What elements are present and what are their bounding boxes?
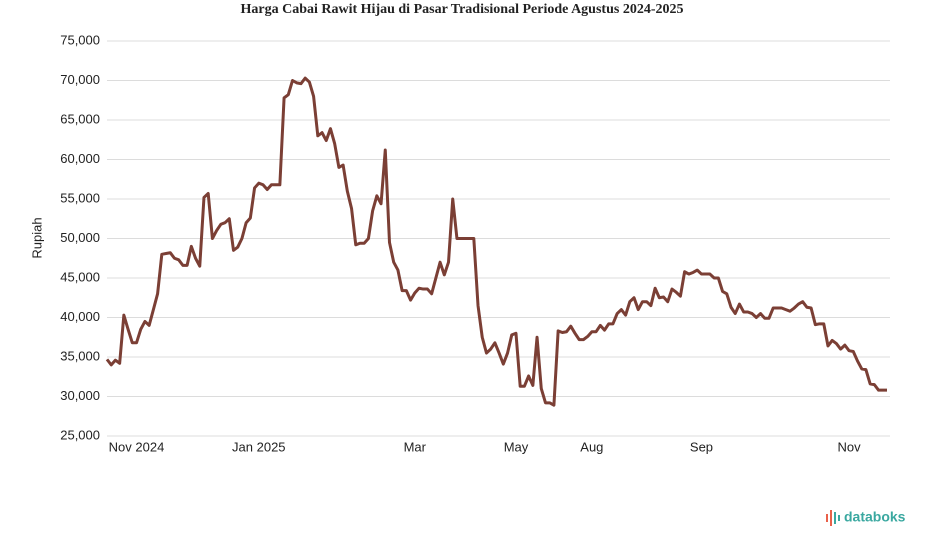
brand: databoks — [844, 509, 906, 525]
x-tick-label: Nov — [837, 439, 861, 454]
y-axis-label: Rupiah — [29, 217, 44, 258]
y-tick-label: 65,000 — [60, 111, 100, 126]
y-tick-label: 55,000 — [60, 190, 100, 205]
x-tick-label: Nov 2024 — [109, 439, 165, 454]
brand-logo — [826, 510, 840, 526]
y-tick-label: 45,000 — [60, 269, 100, 284]
y-tick-label: 60,000 — [60, 151, 100, 166]
y-tick-label: 70,000 — [60, 72, 100, 87]
logo-bar — [834, 512, 836, 524]
y-tick-label: 25,000 — [60, 427, 100, 442]
y-tick-label: 30,000 — [60, 388, 100, 403]
chart-title: Harga Cabai Rawit Hijau di Pasar Tradisi… — [241, 2, 684, 17]
price-line — [105, 76, 887, 407]
y-tick-label: 50,000 — [60, 230, 100, 245]
y-tick-label: 75,000 — [60, 32, 100, 47]
logo-bar — [826, 514, 828, 522]
y-tick-label: 35,000 — [60, 348, 100, 363]
logo-bar — [838, 515, 840, 521]
x-tick-label: Mar — [404, 439, 427, 454]
x-tick-label: Jan 2025 — [232, 439, 286, 454]
x-tick-label: May — [504, 439, 529, 454]
y-tick-label: 40,000 — [60, 309, 100, 324]
x-tick-label: Sep — [690, 439, 713, 454]
x-tick-label: Aug — [580, 439, 603, 454]
logo-bar — [830, 510, 832, 526]
